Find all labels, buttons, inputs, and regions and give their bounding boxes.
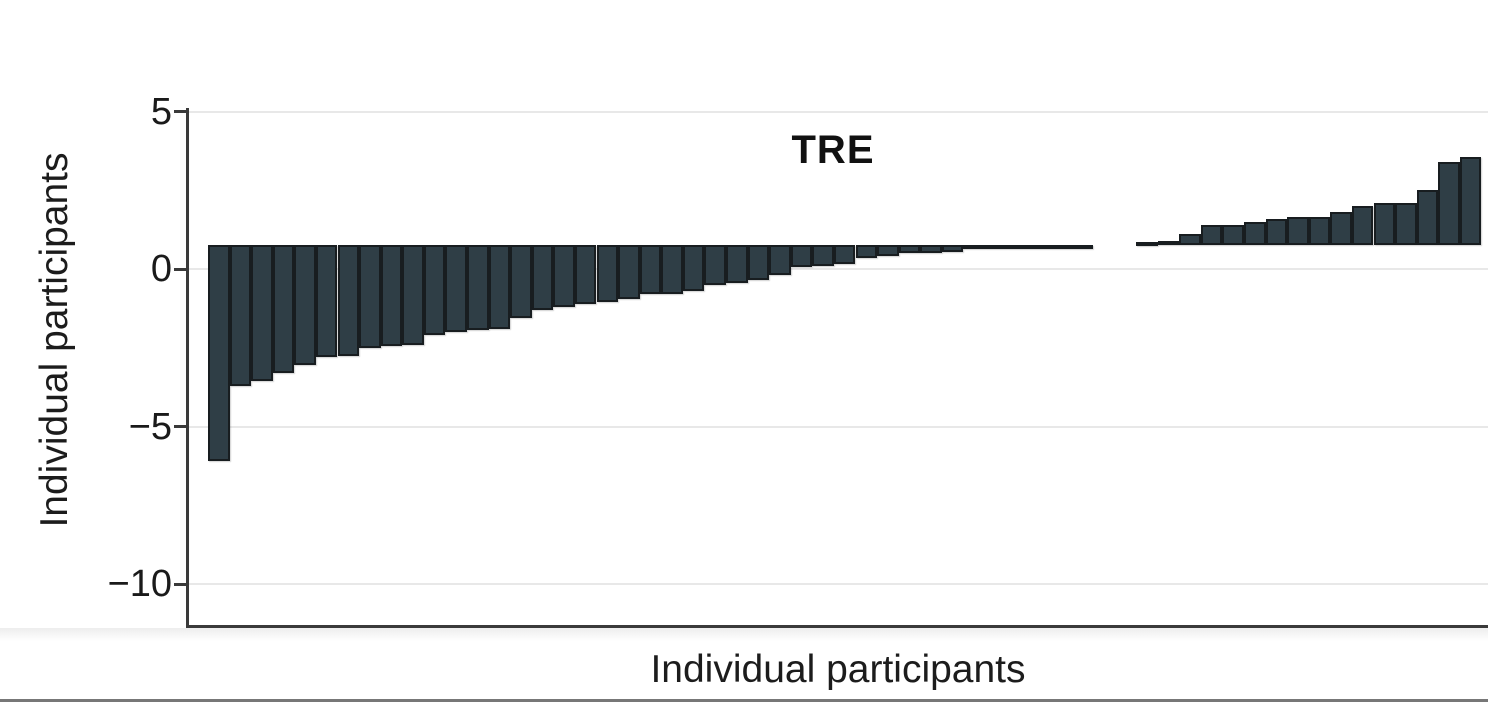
background-fade-band <box>0 628 1488 641</box>
participant-bar <box>941 245 964 252</box>
group-title: TRE <box>791 128 875 172</box>
participant-bar <box>1136 242 1158 247</box>
participant-bar <box>1157 240 1180 246</box>
participant-bar <box>1459 157 1482 246</box>
y-tickmark <box>174 267 187 271</box>
participant-bar <box>769 245 791 276</box>
participant-bar <box>963 245 985 250</box>
participant-bar <box>1006 245 1029 250</box>
participant-bar <box>1244 221 1266 246</box>
participant-bar <box>898 245 921 254</box>
participant-bar <box>315 245 338 358</box>
participant-bar <box>445 245 467 332</box>
participant-bar <box>596 245 619 303</box>
participant-bar <box>1351 206 1374 246</box>
participant-bar <box>337 245 360 356</box>
participant-bar <box>1308 217 1331 246</box>
participant-bar <box>682 245 705 292</box>
screenshot-bottom-edge <box>0 699 1488 702</box>
participant-bar <box>423 245 446 336</box>
participant-bar <box>985 245 1007 250</box>
participant-bar <box>1330 212 1352 246</box>
y-tick-label: 0 <box>150 248 172 290</box>
participant-bar <box>920 245 942 253</box>
participant-bar <box>1222 224 1244 246</box>
participant-bar <box>1438 161 1460 246</box>
participant-bar <box>618 245 640 299</box>
y-gridline <box>188 110 1488 113</box>
participant-bar <box>747 245 770 281</box>
participant-bar <box>661 245 683 295</box>
participant-bar <box>510 245 532 318</box>
participant-bar <box>812 245 834 266</box>
y-tick-label: −5 <box>128 405 172 448</box>
participant-bar <box>704 245 726 285</box>
y-tick-label: 5 <box>150 90 172 133</box>
participant-bar <box>1416 190 1439 246</box>
participant-bar <box>229 245 252 386</box>
participant-bar <box>251 245 273 381</box>
participant-bar <box>1179 234 1201 246</box>
participant-bar <box>1265 218 1288 246</box>
participant-bar <box>877 245 899 257</box>
participant-bar <box>1287 217 1309 246</box>
participant-bar <box>790 245 813 268</box>
participant-bar <box>833 245 856 265</box>
participant-bar <box>488 245 511 329</box>
participant-bar <box>1200 224 1223 246</box>
x-axis-title: Individual participants <box>650 648 1026 691</box>
y-gridline <box>188 425 1488 428</box>
y-tickmark <box>174 425 187 428</box>
participant-bar <box>1028 245 1050 250</box>
participant-bar <box>294 245 316 366</box>
participant-bar <box>531 245 554 310</box>
y-tick-label: −10 <box>107 563 172 605</box>
participant-bar <box>1373 202 1396 246</box>
participant-bar <box>1395 202 1417 246</box>
x-axis-line <box>186 625 1488 628</box>
participant-bar <box>574 245 597 304</box>
y-tickmark <box>174 582 187 586</box>
participant-bar <box>467 245 489 331</box>
participant-bar <box>1071 245 1093 250</box>
participant-bar <box>1049 245 1072 250</box>
y-gridline <box>188 583 1488 585</box>
y-tickmark <box>174 110 187 113</box>
participant-bar <box>553 245 575 307</box>
y-gridline <box>188 268 1488 270</box>
participant-bar <box>272 245 295 373</box>
participant-bar <box>380 245 403 347</box>
participant-bar <box>402 245 424 345</box>
y-axis-line <box>186 108 189 625</box>
participant-bar <box>726 245 748 284</box>
participant-bar <box>208 245 230 462</box>
participant-bar <box>855 245 878 258</box>
participant-bar <box>359 245 381 348</box>
participant-bar <box>639 245 662 295</box>
